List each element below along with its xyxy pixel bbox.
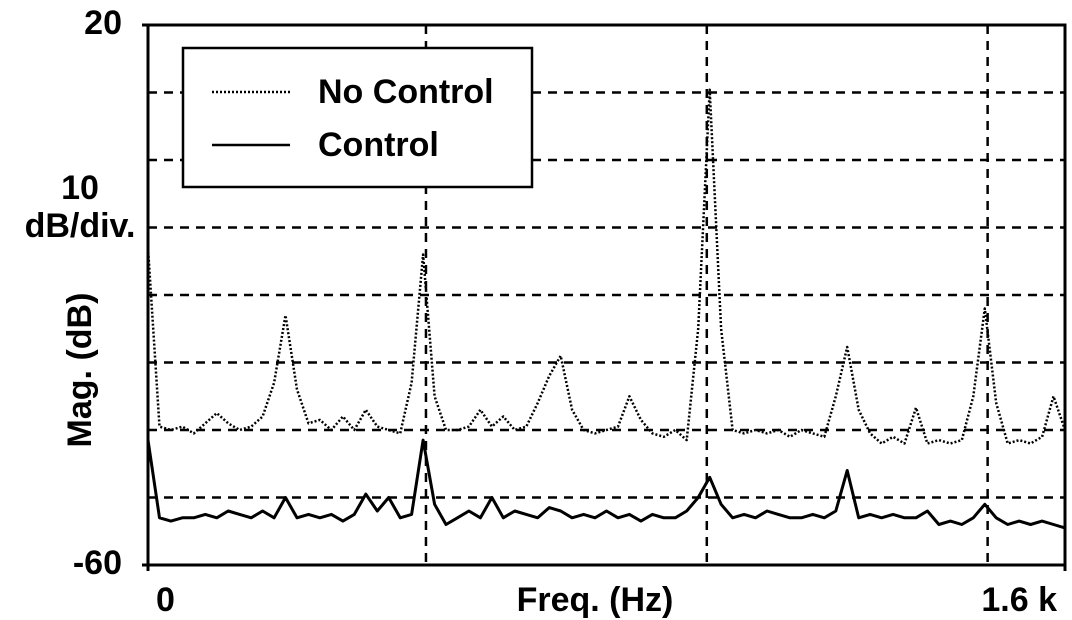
legend-label: Control <box>318 126 439 164</box>
y-tick-label: -60 <box>73 544 122 582</box>
y-tick-label: 20 <box>84 4 122 42</box>
series-line <box>146 88 1067 445</box>
legend-label: No Control <box>318 73 494 111</box>
x-tick-label: 0 <box>156 581 175 619</box>
annotation: dB/div. <box>25 207 136 245</box>
series-line <box>146 438 1066 530</box>
annotation: 10 <box>61 169 99 207</box>
legend-box <box>181 46 534 189</box>
y-axis-label: Mag. (dB) <box>61 293 99 448</box>
plot-frame <box>146 23 1067 567</box>
x-axis-label: Freq. (Hz) <box>517 581 674 619</box>
x-tick-label: 1.6 k <box>981 581 1057 619</box>
